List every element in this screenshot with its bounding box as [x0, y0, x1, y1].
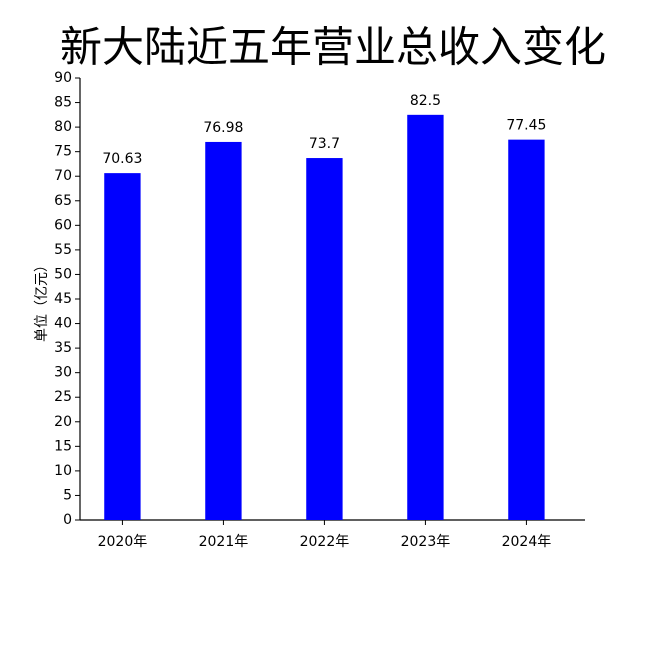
x-tick-label: 2020年	[98, 534, 148, 550]
bar	[508, 139, 545, 520]
value-label: 82.5	[410, 93, 441, 109]
x-tick-label: 2021年	[199, 534, 249, 550]
y-tick-label: 75	[54, 144, 72, 160]
bar	[306, 158, 343, 520]
chart-title: 新大陆近五年营业总收入变化	[60, 23, 606, 72]
y-tick-label: 65	[54, 193, 72, 209]
y-axis-label: 单位（亿元）	[34, 258, 50, 342]
y-tick-label: 45	[54, 291, 72, 307]
x-tick-label: 2024年	[502, 534, 552, 550]
y-tick-label: 50	[54, 266, 72, 282]
y-tick-label: 60	[54, 217, 72, 233]
y-tick-label: 80	[54, 119, 72, 135]
y-tick-label: 90	[54, 70, 72, 86]
y-tick-label: 0	[63, 512, 72, 528]
x-tick-label: 2023年	[401, 534, 451, 550]
y-tick-label: 15	[54, 438, 72, 454]
bar	[205, 141, 242, 520]
y-tick-label: 5	[63, 487, 72, 503]
value-label: 70.63	[102, 151, 142, 167]
value-label: 77.45	[506, 118, 546, 134]
bar	[104, 173, 141, 520]
y-tick-label: 25	[54, 389, 72, 405]
bar	[407, 114, 444, 520]
y-tick-label: 40	[54, 316, 72, 332]
y-tick-label: 70	[54, 168, 72, 184]
value-label: 76.98	[203, 120, 243, 136]
y-tick-label: 35	[54, 340, 72, 356]
y-tick-label: 20	[54, 414, 72, 430]
x-tick-label: 2022年	[300, 534, 350, 550]
y-tick-label: 10	[54, 463, 72, 479]
y-tick-label: 55	[54, 242, 72, 258]
value-label: 73.7	[309, 136, 340, 152]
y-tick-label: 85	[54, 95, 72, 111]
y-tick-label: 30	[54, 365, 72, 381]
